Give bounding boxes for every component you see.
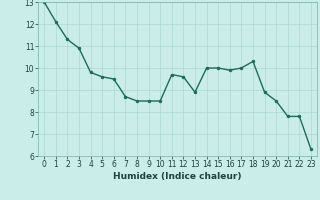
X-axis label: Humidex (Indice chaleur): Humidex (Indice chaleur) (113, 172, 242, 181)
